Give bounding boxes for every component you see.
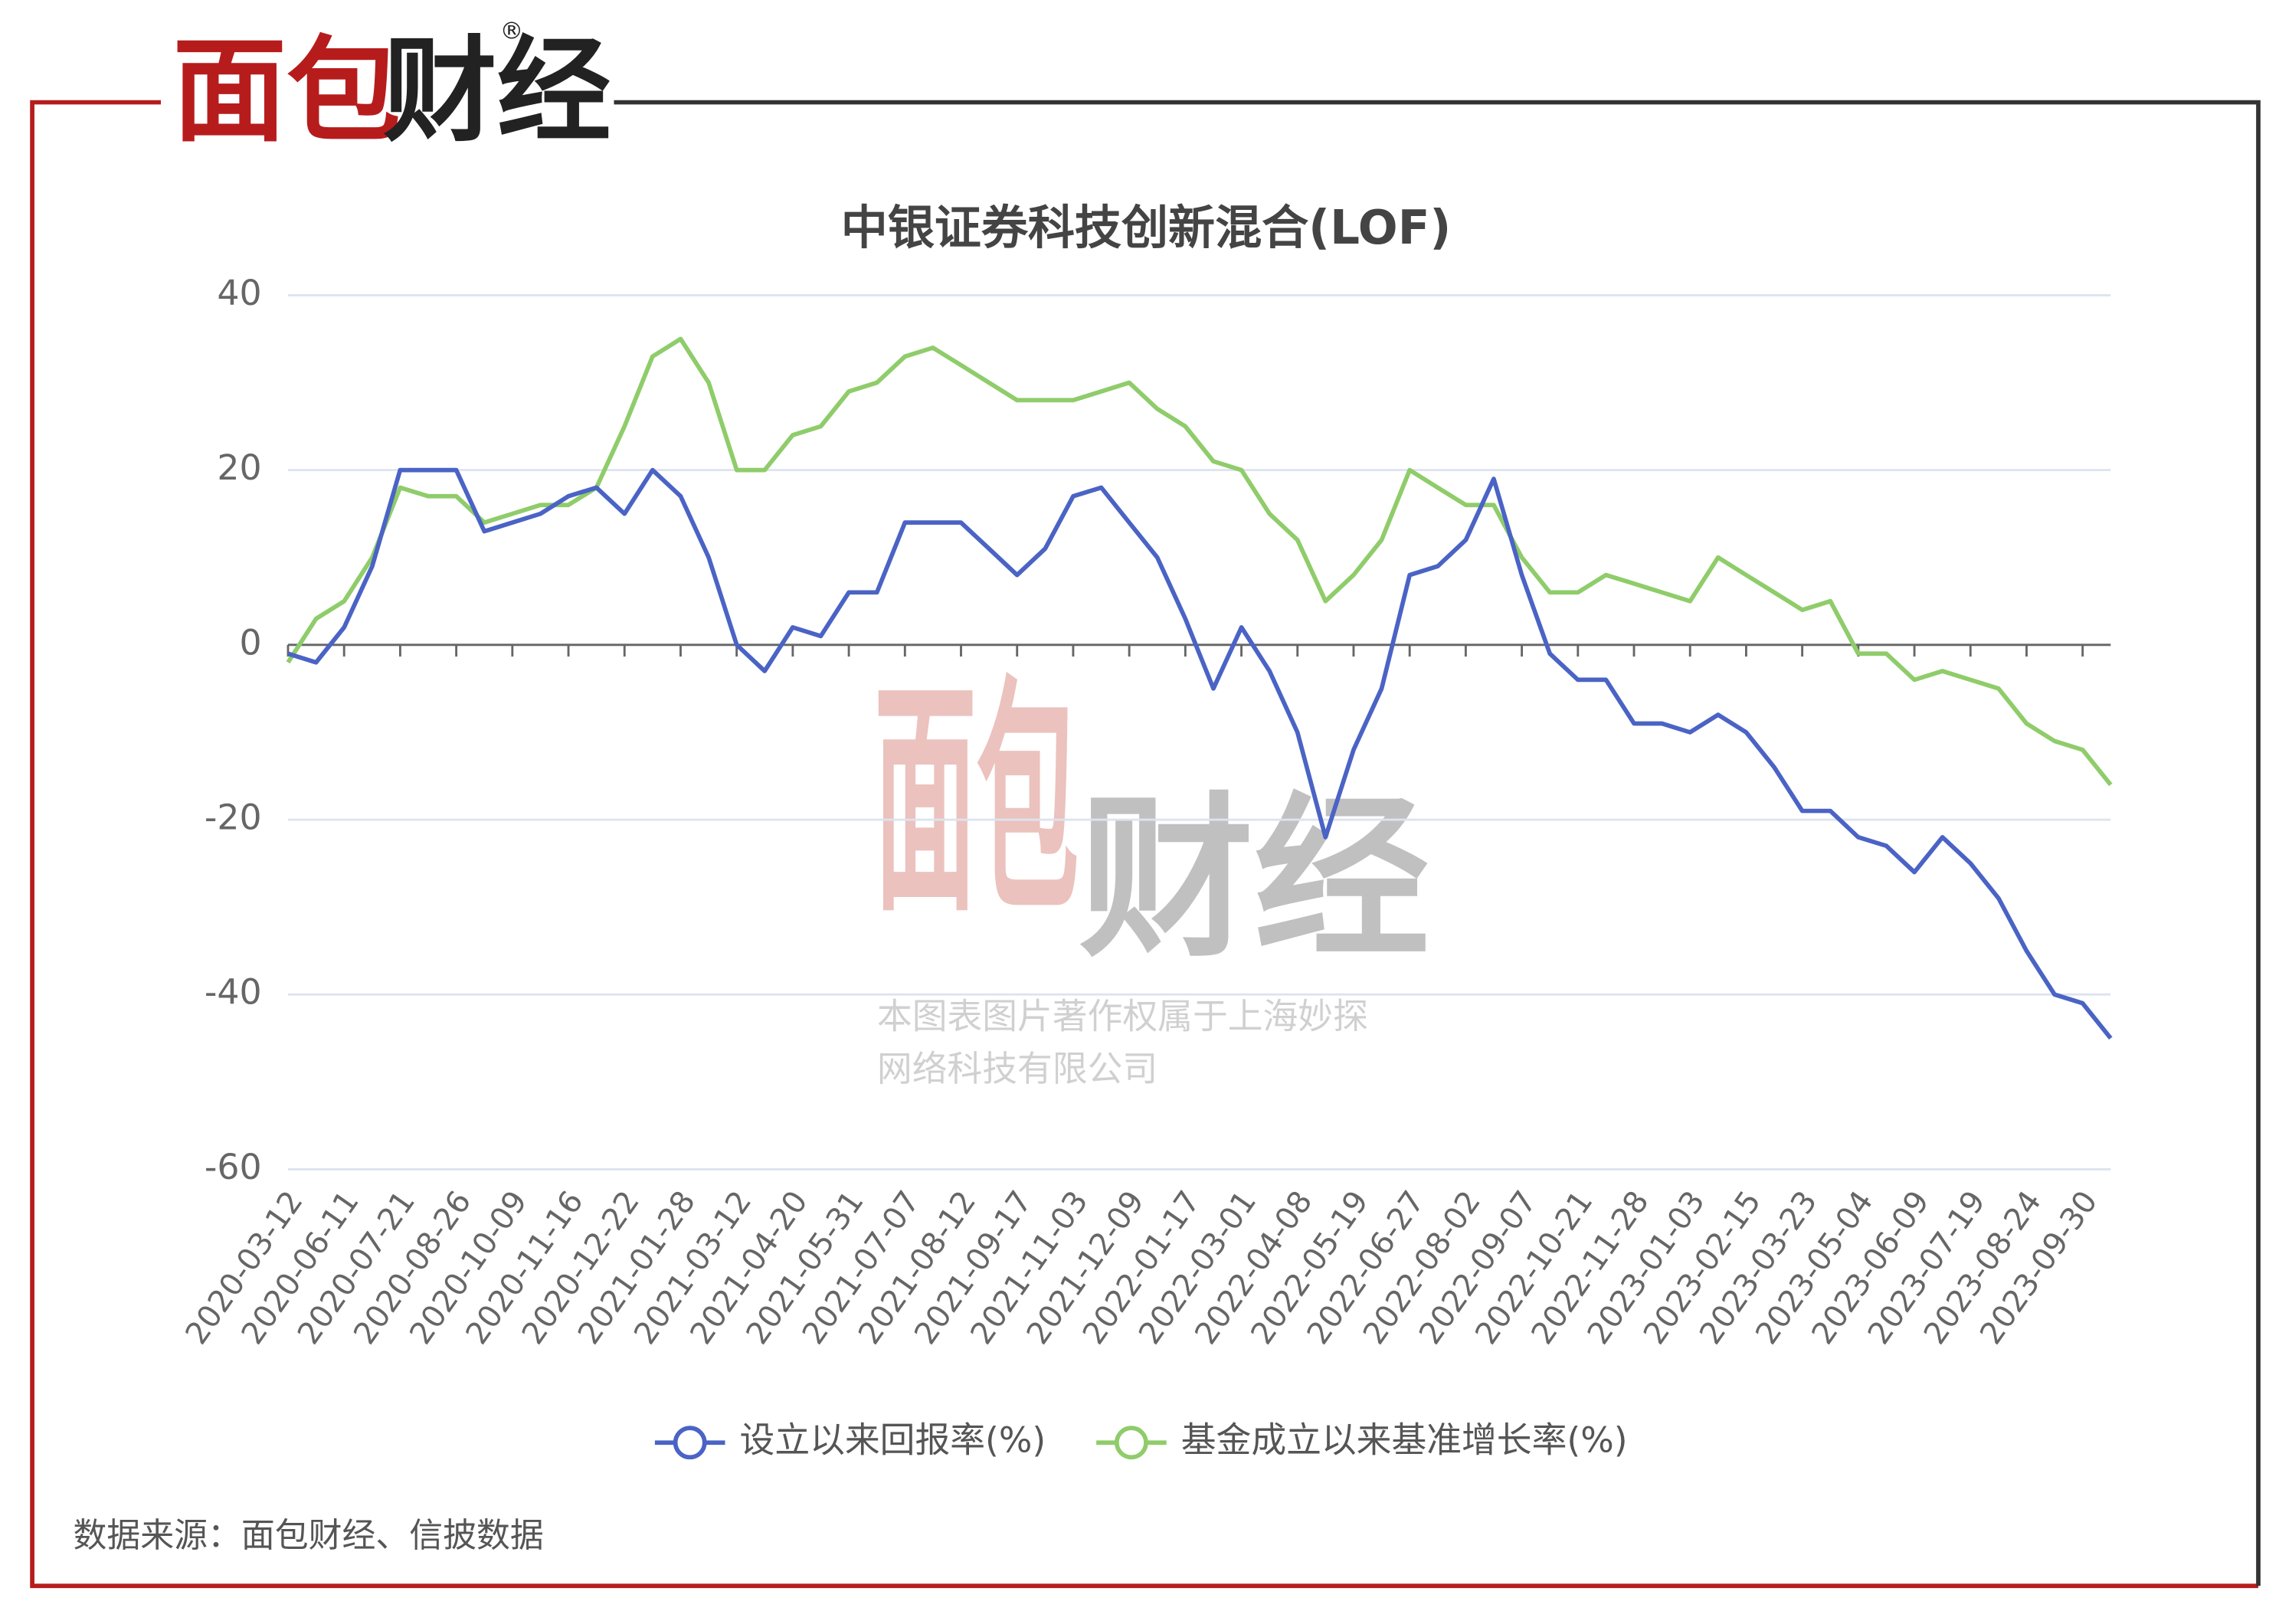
watermark-line: 网络科技有限公司 — [877, 1048, 1157, 1089]
source-note: 数据来源：面包财经、信披数据 — [74, 1516, 544, 1555]
y-tick-label: -40 — [205, 971, 262, 1013]
series-line — [287, 467, 2113, 1040]
legend-marker — [673, 1426, 707, 1460]
watermark-red: 面包 — [874, 656, 1079, 945]
watermark-dark: 财经 — [1079, 776, 1429, 981]
y-tick-label: 20 — [217, 447, 261, 488]
frame-red — [30, 100, 2259, 1589]
y-tick-label: -60 — [205, 1146, 262, 1187]
chart-title: 中银证券科技创新混合(LOF) — [841, 201, 1452, 255]
watermark: 面包 财经 本图表图片著作权属于上海妙探 网络科技有限公司 — [874, 656, 1429, 1089]
logo-dark: 财经 — [383, 25, 611, 158]
logo-red: 面包 — [172, 25, 401, 158]
y-tick-label: 40 — [217, 272, 261, 313]
watermark-line: 本图表图片著作权属于上海妙探 — [877, 995, 1368, 1036]
legend-marker — [1114, 1426, 1148, 1460]
legend-label: 基金成立以来基准增长率(%) — [1181, 1419, 1628, 1461]
frame-dark — [614, 100, 2261, 1586]
y-tick-label: 0 — [240, 621, 262, 663]
logo-mark: ® — [500, 18, 524, 44]
y-tick-label: -20 — [205, 797, 262, 838]
legend-label: 设立以来回报率(%) — [740, 1419, 1046, 1461]
